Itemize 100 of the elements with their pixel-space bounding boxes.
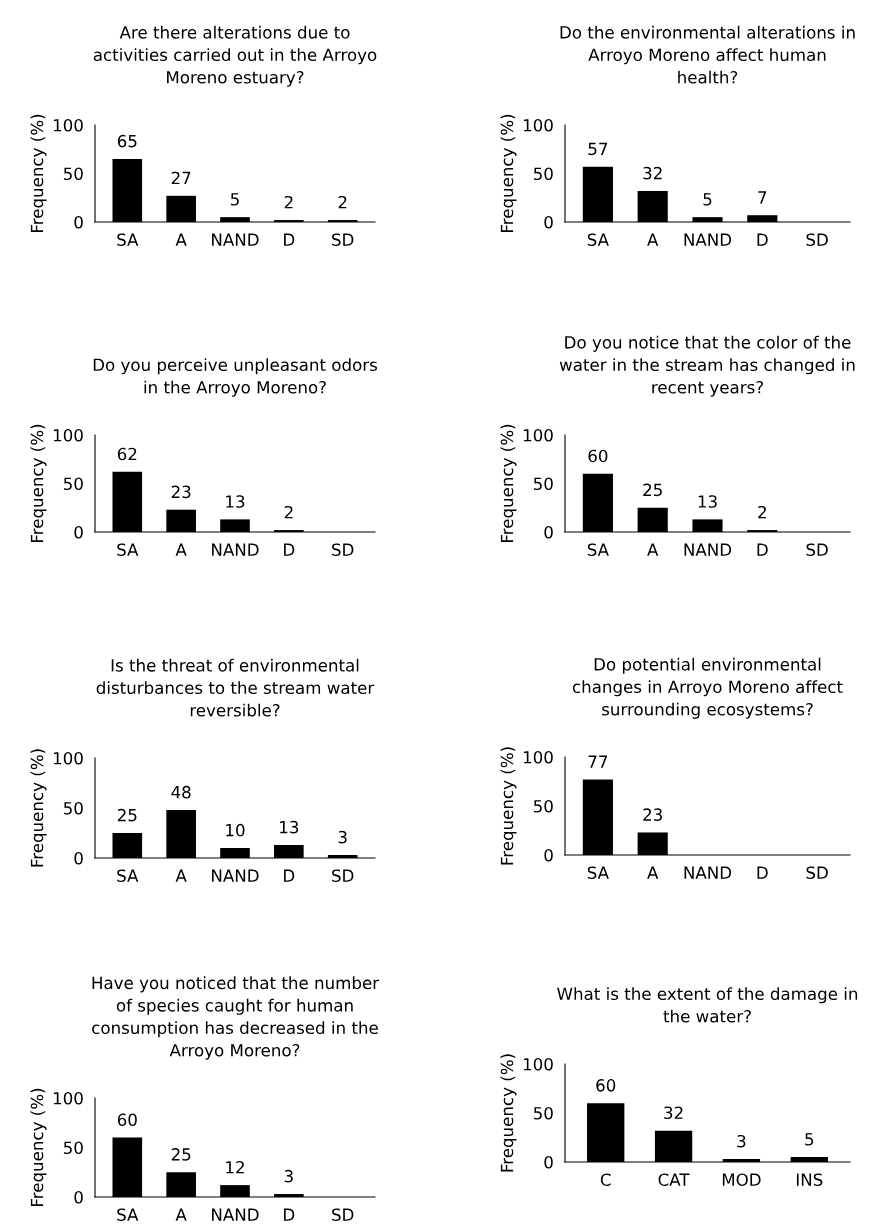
- data-label: 32: [664, 1106, 683, 1120]
- x-tick-label: C: [600, 1173, 611, 1187]
- x-tick-label: SA: [587, 233, 609, 247]
- chart-title: Do the environmental alterations in Arroyo Moreno affect human health?: [560, 25, 855, 84]
- data-label: 2: [284, 195, 293, 209]
- y-tick-label: 0: [74, 851, 83, 865]
- y-tick-label: 100: [53, 1091, 83, 1105]
- y-tick-label: 100: [523, 428, 553, 442]
- y-tick-label: 50: [63, 167, 83, 181]
- y-tick-label: 100: [523, 1057, 553, 1071]
- y-tick-label: 50: [63, 477, 83, 491]
- x-tick-label: CAT: [658, 1173, 690, 1187]
- chart-title: Do potential environmental changes in Arroyo Moreno affect surrounding ecosystems?: [572, 657, 843, 719]
- y-tick-label: 0: [74, 525, 83, 539]
- data-label: 25: [117, 808, 137, 822]
- y-tick-label: 100: [523, 118, 553, 132]
- data-label: 5: [703, 193, 712, 206]
- data-label: 5: [230, 193, 239, 206]
- x-tick-label: SD: [806, 233, 828, 247]
- data-label: 13: [698, 495, 717, 508]
- y-tick-label: 50: [533, 477, 553, 491]
- data-label: 48: [171, 785, 191, 799]
- y-tick-label: 50: [63, 1141, 83, 1155]
- data-label: 57: [588, 142, 608, 156]
- x-tick-label: NAND: [212, 869, 259, 882]
- data-label: 12: [226, 1160, 244, 1174]
- y-tick-label: 0: [74, 215, 83, 229]
- x-tick-label: SA: [117, 869, 139, 883]
- data-label: 32: [643, 166, 662, 180]
- x-tick-label: SD: [332, 1208, 354, 1222]
- data-label: 23: [643, 808, 662, 821]
- chart-title: Do you notice that the color of the water in the stream has changed in recent years?: [559, 335, 855, 397]
- x-tick-label: A: [175, 233, 187, 246]
- x-tick-label: A: [175, 1208, 187, 1221]
- data-label: 7: [758, 191, 767, 204]
- y-tick-label: 50: [533, 799, 553, 813]
- data-label: 10: [226, 823, 245, 837]
- y-tick-label: 100: [53, 751, 83, 765]
- x-tick-label: D: [757, 543, 768, 556]
- chart-title: Have you noticed that the number of species caught for human consumption has decreased in the Arroyo Moreno?: [92, 976, 380, 1060]
- x-tick-label: A: [647, 543, 659, 556]
- y-tick-label: 50: [63, 801, 83, 815]
- y-axis-title: Frequency (%): [30, 424, 47, 542]
- x-tick-label: A: [647, 233, 659, 246]
- y-tick-label: 50: [533, 1106, 553, 1120]
- data-label: 25: [643, 483, 662, 497]
- x-tick-label: MOD: [722, 1173, 761, 1187]
- x-tick-label: NAND: [684, 543, 732, 556]
- data-label: 2: [758, 505, 766, 519]
- x-tick-label: A: [647, 866, 659, 879]
- x-tick-label: SD: [332, 869, 354, 883]
- data-label: 27: [171, 171, 191, 185]
- y-tick-label: 0: [544, 1155, 553, 1169]
- y-tick-label: 100: [523, 750, 553, 764]
- x-tick-label: D: [284, 869, 295, 882]
- x-tick-label: D: [757, 233, 768, 246]
- y-axis-title: Frequency (%): [30, 749, 47, 867]
- data-label: 2: [338, 195, 347, 209]
- x-tick-label: SD: [332, 233, 354, 247]
- x-tick-label: SD: [332, 543, 354, 557]
- data-label: 13: [280, 820, 299, 834]
- x-tick-label: INS: [796, 1173, 823, 1187]
- y-tick-label: 0: [544, 525, 553, 539]
- x-tick-label: SD: [806, 866, 828, 880]
- chart-title: What is the extent of the damage in the water?: [557, 987, 858, 1023]
- data-label: 65: [117, 134, 137, 148]
- x-tick-label: D: [284, 1208, 295, 1221]
- x-tick-label: D: [284, 233, 295, 246]
- x-tick-label: NAND: [684, 233, 732, 246]
- x-tick-label: D: [284, 543, 295, 556]
- data-label: 25: [171, 1148, 191, 1161]
- chart-title: Are there alterations due to activities carried out in the Arroyo Moreno estuary?: [93, 25, 377, 87]
- y-tick-label: 50: [533, 167, 553, 181]
- x-tick-label: SA: [117, 543, 139, 557]
- data-label: 23: [171, 485, 191, 499]
- data-label: 3: [737, 1134, 746, 1148]
- x-tick-label: NAND: [212, 1208, 259, 1221]
- data-label: 60: [588, 449, 608, 463]
- y-tick-label: 0: [74, 1190, 83, 1204]
- x-tick-label: A: [175, 543, 187, 556]
- y-tick-label: 0: [544, 215, 553, 229]
- y-axis-title: Frequency (%): [30, 1088, 47, 1206]
- y-axis-title: Frequency (%): [500, 424, 517, 542]
- x-tick-label: NAND: [212, 543, 259, 556]
- data-label: 60: [117, 1113, 137, 1127]
- data-label: 62: [117, 447, 137, 461]
- data-label: 3: [338, 830, 347, 844]
- x-tick-label: A: [175, 869, 187, 882]
- x-tick-label: NAND: [212, 233, 259, 246]
- x-tick-label: SA: [117, 1208, 139, 1222]
- data-label: 77: [588, 755, 608, 768]
- y-axis-title: Frequency (%): [500, 1054, 517, 1172]
- x-tick-label: D: [757, 866, 768, 879]
- data-label: 60: [596, 1079, 616, 1092]
- x-tick-label: SA: [117, 233, 139, 247]
- x-tick-label: NAND: [684, 866, 732, 879]
- y-axis-title: Frequency (%): [500, 747, 517, 865]
- x-tick-label: SD: [806, 543, 828, 557]
- x-tick-label: SA: [587, 866, 609, 880]
- data-label: 3: [284, 1169, 293, 1183]
